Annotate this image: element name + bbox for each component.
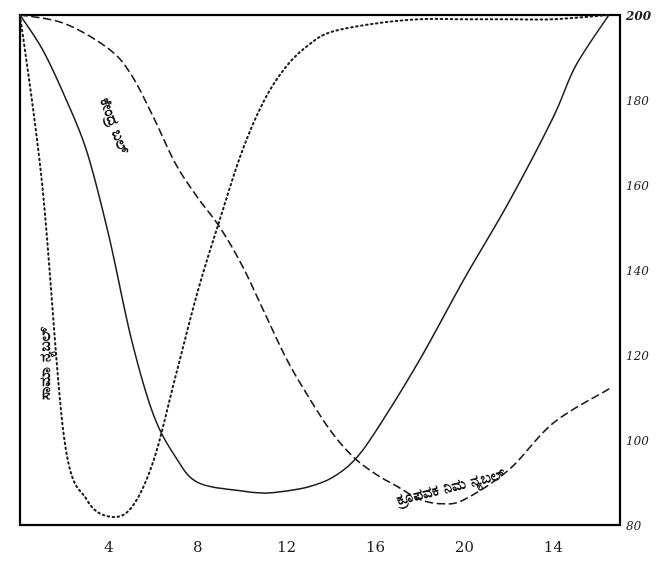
y-tick-label: 80	[626, 519, 642, 533]
y-tick-label: 200	[625, 9, 652, 23]
series-line-dotted	[19, 14, 610, 519]
x-tick-label: 14	[544, 538, 563, 556]
y-tick-label: 160	[626, 179, 649, 193]
series-line-dashed	[19, 14, 610, 505]
x-tick-labels: 4 8 12 16 20 14	[104, 538, 563, 556]
x-tick-label: 4	[104, 538, 114, 556]
series-label: ಸಾಮಾ ನ್ಯಬಲ್	[36, 326, 57, 400]
series-line-solid	[19, 14, 610, 494]
y-tick-label: 140	[626, 264, 649, 278]
series-label: ಕೇಂದ್ರ ಬಲ್	[95, 95, 133, 157]
series-labels: ಸಾಮಾ ನ್ಯಬಲ್ ಕೇಂದ್ರ ಬಲ್ ಕ್ರೂಪವಕ ನಿಮ ನ್ಯಬಲ್	[36, 95, 508, 512]
curves-group	[19, 14, 610, 519]
x-tick-label: 20	[455, 538, 474, 556]
series-label: ಕ್ರೂಪವಕ ನಿಮ ನ್ಯಬಲ್	[394, 464, 509, 512]
y-tick-label: 120	[626, 349, 649, 363]
x-tick-label: 8	[193, 538, 203, 556]
plot-frame	[18, 13, 622, 527]
y-tick-label: 180	[626, 94, 649, 108]
y-tick-label: 100	[626, 434, 649, 448]
x-tick-label: 12	[277, 538, 296, 556]
x-tick-label: 16	[366, 538, 385, 556]
y-tick-labels: 80 100 120 140 160 180 200	[625, 9, 652, 533]
